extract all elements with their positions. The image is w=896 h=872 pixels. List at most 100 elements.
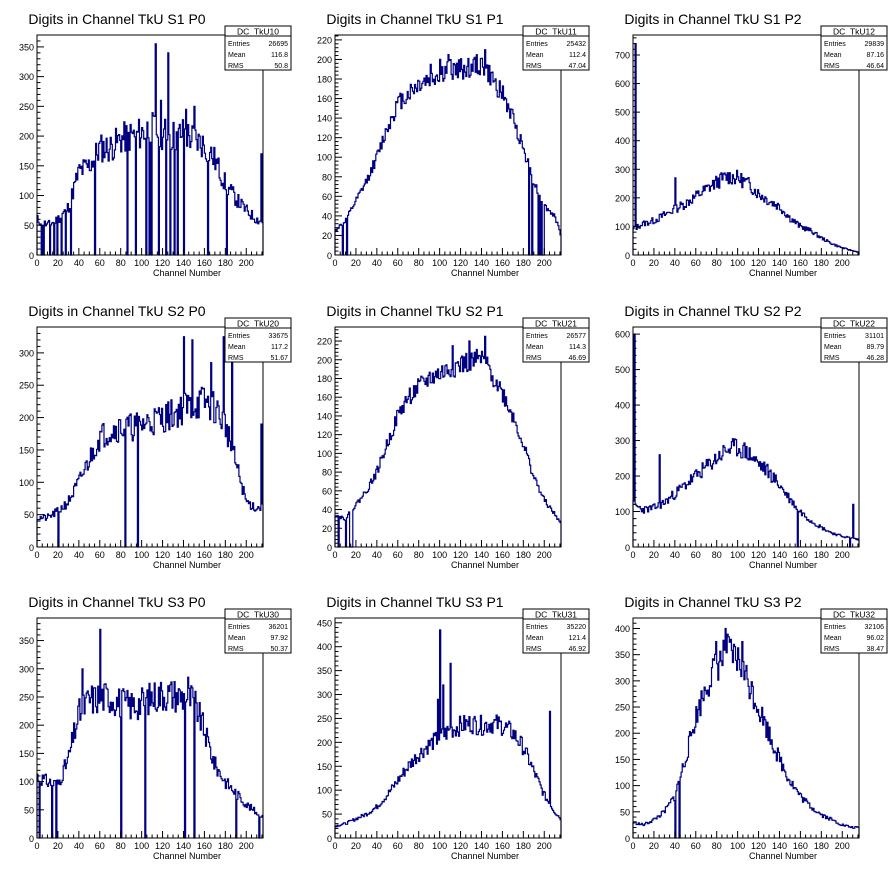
histogram-panel-9: Digits in Channel TkU S3 P2 0 20 40 60 80 100 1… — [615, 594, 888, 861]
x-tick-label: 160 — [197, 841, 212, 851]
x-tick-label: 180 — [814, 550, 829, 560]
x-tick-label: 160 — [495, 258, 510, 268]
x-tick-label: 200 — [537, 550, 552, 560]
y-tick-label: 250 — [317, 714, 332, 724]
stats-mean-value: 97.92 — [270, 635, 288, 642]
stats-box-name: DC_TkU11 — [535, 27, 577, 37]
stats-rms-label: RMS — [824, 63, 840, 70]
y-tick-label: 120 — [317, 430, 332, 440]
x-tick-label: 140 — [176, 258, 191, 268]
x-tick-label: 20 — [649, 258, 659, 268]
x-axis-label: Channel Number — [749, 560, 817, 570]
x-tick-label: 200 — [835, 841, 850, 851]
y-tick-label: 250 — [19, 102, 34, 112]
x-tick-label: 60 — [691, 841, 701, 851]
stats-box-frame — [820, 608, 888, 654]
x-tick-label: 20 — [53, 841, 63, 851]
x-tick-label: 200 — [537, 258, 552, 268]
y-tick-label: 200 — [615, 193, 630, 203]
y-tick-label: 400 — [317, 642, 332, 652]
stats-box-name: DC_TkU30 — [237, 610, 279, 620]
x-axis-label: Channel Number — [451, 851, 519, 861]
stats-mean-value: 116.8 — [271, 52, 288, 59]
x-tick-label: 200 — [537, 841, 552, 851]
y-tick-label-zero: 0 — [625, 251, 630, 261]
histogram-panel-1: Digits in Channel TkU S1 P0 0 20 40 60 80 100 1… — [19, 11, 292, 278]
y-tick-label: 50 — [24, 805, 34, 815]
stats-box: DC_TkU21 Entries 26577 Mean 114.3 RMS 46.69 — [522, 317, 590, 363]
y-tick-label: 80 — [322, 172, 332, 182]
stats-mean-label: Mean — [526, 52, 544, 59]
x-tick-label: 100 — [730, 258, 745, 268]
y-tick-label: 20 — [322, 231, 332, 241]
stats-entries-label: Entries — [824, 333, 846, 340]
y-tick-label: 140 — [317, 114, 332, 124]
stats-box-name: DC_TkU20 — [237, 319, 279, 329]
y-tick-label: 350 — [19, 636, 34, 646]
x-tick-label: 60 — [691, 258, 701, 268]
histogram-series — [36, 628, 264, 839]
stats-mean-label: Mean — [228, 635, 246, 642]
y-tick-label: 220 — [317, 337, 332, 347]
x-tick-label: 80 — [116, 841, 126, 851]
stats-box-name: DC_TkU31 — [535, 610, 577, 620]
x-tick-label: 80 — [712, 841, 722, 851]
x-tick-label: 0 — [630, 258, 635, 268]
chart-title: Digits in Channel TkU S1 P1 — [326, 11, 503, 27]
chart-title: Digits in Channel TkU S2 P1 — [326, 303, 503, 319]
stats-entries-value: 26577 — [567, 333, 587, 340]
y-tick-label: 150 — [19, 749, 34, 759]
plot-frame — [36, 617, 264, 839]
x-tick-label: 40 — [74, 258, 84, 268]
x-tick-label: 100 — [134, 841, 149, 851]
y-tick-label: 200 — [615, 472, 630, 482]
stats-mean-value: 117.2 — [271, 344, 288, 351]
y-tick-label-zero: 0 — [327, 543, 332, 553]
x-tick-label: 0 — [332, 258, 337, 268]
x-tick-label: 160 — [495, 550, 510, 560]
stats-box-frame — [224, 317, 292, 363]
stats-box-frame — [522, 608, 590, 654]
chart-title: Digits in Channel TkU S3 P2 — [624, 594, 801, 610]
y-tick-label: 100 — [317, 449, 332, 459]
y-tick-label: 200 — [317, 738, 332, 748]
y-tick-label: 100 — [615, 222, 630, 232]
y-tick-label: 160 — [317, 94, 332, 104]
y-tick-label-zero: 0 — [625, 834, 630, 844]
x-tick-label: 120 — [751, 550, 766, 560]
x-tick-label: 120 — [751, 258, 766, 268]
stats-mean-value: 96.02 — [866, 635, 884, 642]
x-tick-label: 80 — [414, 550, 424, 560]
x-tick-label: 40 — [670, 841, 680, 851]
stats-box: DC_TkU12 Entries 29839 Mean 87.16 RMS 46.64 — [820, 25, 888, 71]
stats-entries-value: 32106 — [865, 624, 885, 631]
stats-entries-label: Entries — [824, 624, 846, 631]
stats-mean-label: Mean — [526, 344, 544, 351]
stats-mean-label: Mean — [228, 344, 246, 351]
y-tick-label: 600 — [615, 330, 630, 340]
x-tick-label: 200 — [239, 841, 254, 851]
y-tick-label: 300 — [19, 72, 34, 82]
y-tick-label-zero: 0 — [327, 251, 332, 261]
y-tick-label: 450 — [317, 618, 332, 628]
x-tick-label: 60 — [95, 258, 105, 268]
x-tick-label: 100 — [134, 258, 149, 268]
y-tick-label: 350 — [615, 650, 630, 660]
stats-mean-value: 112.4 — [569, 52, 586, 59]
stats-entries-value: 36201 — [269, 624, 289, 631]
stats-rms-label: RMS — [526, 355, 542, 362]
y-tick-label-zero: 0 — [625, 543, 630, 553]
y-tick-label-zero: 0 — [29, 251, 34, 261]
y-tick-label: 40 — [322, 211, 332, 221]
histogram-panel-2: Digits in Channel TkU S1 P1 0 20 40 60 80 100 1… — [317, 11, 590, 278]
stats-box-frame — [522, 25, 590, 71]
x-tick-label: 180 — [814, 258, 829, 268]
x-tick-label: 200 — [239, 258, 254, 268]
x-tick-label: 180 — [218, 258, 233, 268]
histogram-series — [334, 335, 562, 548]
stats-rms-label: RMS — [526, 646, 542, 653]
histogram-series — [632, 43, 860, 255]
x-tick-label: 140 — [772, 550, 787, 560]
y-tick-label: 100 — [615, 507, 630, 517]
y-tick-label: 140 — [317, 411, 332, 421]
